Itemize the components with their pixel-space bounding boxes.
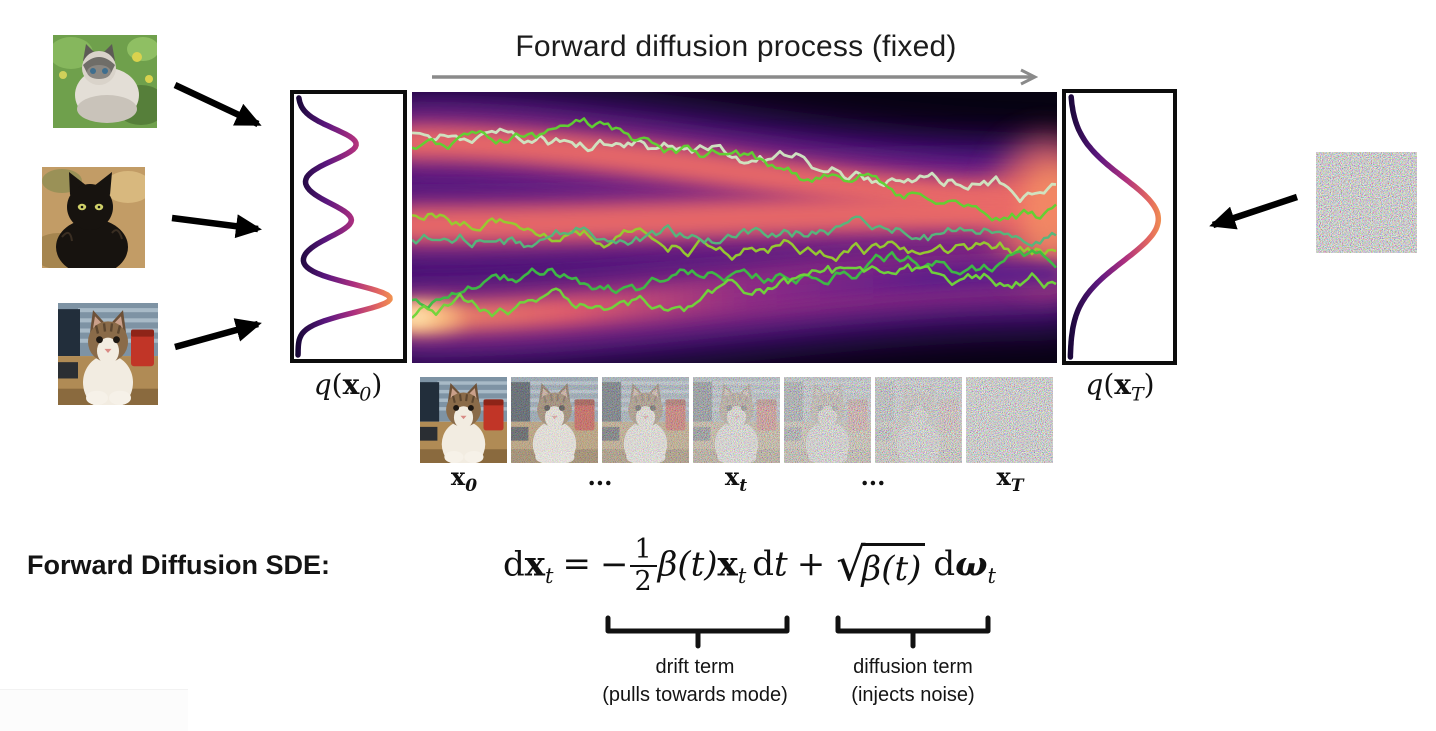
strip-image-noisy-5	[875, 377, 962, 463]
strip-label-x0: x0	[450, 462, 478, 496]
diffusion-underbrace	[835, 615, 991, 649]
diffusion-term-note: (injects noise)	[851, 684, 975, 706]
strip-image-x0	[420, 377, 507, 463]
drift-term-note: (pulls towards mode)	[602, 684, 788, 706]
strip-image-noisy-4	[784, 377, 871, 463]
strip-image-noisy-1	[511, 377, 598, 463]
q-xT-label: q(xT)	[1085, 368, 1155, 406]
arrow-cat3-to-distribution	[174, 318, 262, 351]
forward-sde-formula: dxt = −1 2 β(t)xt dt + √ β(t) dωt	[503, 533, 996, 597]
underbraces	[605, 615, 991, 649]
strip-label-xT: xT	[996, 462, 1024, 496]
drift-underbrace	[605, 615, 790, 649]
drift-term-label: drift term	[655, 656, 735, 678]
strip-image-xt	[693, 377, 780, 463]
strip-label-xt: xt	[724, 462, 748, 496]
q-x0-label: q(x0)	[313, 368, 383, 406]
q-x0-density-curve	[295, 95, 393, 358]
input-image-gray-cat	[53, 35, 157, 128]
arrow-cat2-to-distribution	[171, 214, 262, 239]
q-xT-density-curve	[1067, 94, 1162, 360]
sde-heading: Forward Diffusion SDE:	[27, 550, 330, 580]
strip-image-noisy-2	[602, 377, 689, 463]
diffusion-density-heatmap	[358, 88, 1106, 371]
q-xT-distribution-box	[1062, 89, 1177, 365]
page-edge-artifact	[0, 689, 188, 731]
noise-sample-image	[1316, 152, 1417, 253]
input-image-black-cat	[42, 167, 145, 268]
sqrt-beta-term: √ β(t)	[836, 541, 926, 589]
q-x0-distribution-box	[290, 90, 407, 363]
strip-label-dots-1: ...	[587, 462, 613, 491]
arrow-noise-to-distribution	[1209, 193, 1299, 230]
strip-image-xT	[966, 377, 1053, 463]
diffusion-term-label: diffusion term	[853, 656, 973, 678]
forward-process-title: Forward diffusion process (fixed)	[515, 30, 957, 63]
arrow-cat1-to-distribution	[173, 82, 262, 127]
strip-label-dots-2: ...	[860, 462, 886, 491]
